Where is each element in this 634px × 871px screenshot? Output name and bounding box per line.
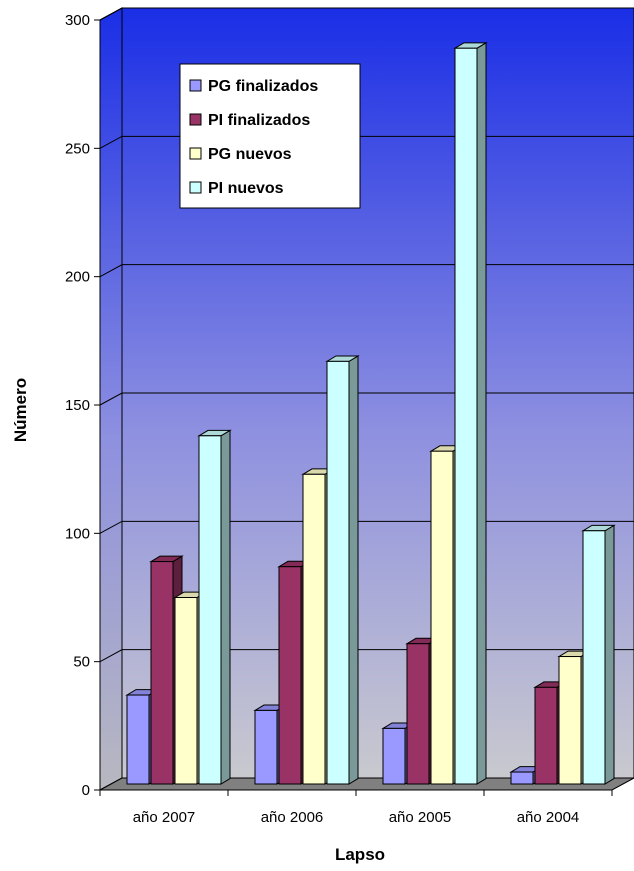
bar-front [302,473,326,785]
bar-front [534,686,558,785]
bar-side [348,355,359,785]
legend-swatch [189,79,202,92]
x-tick-label: año 2004 [517,809,580,826]
bar-side [220,429,231,785]
legend: PG finalizados PI finalizados PG nuevos PI … [179,63,361,209]
legend-label: PI finalizados [208,112,310,129]
y-tick-label: 50 [73,654,90,671]
bar-front [582,530,606,785]
y-tick-label: 200 [65,269,90,286]
bar-side [604,524,615,785]
x-tick-labels: año 2007 año 2006 año 2005 año 2004 [133,809,580,826]
bar-front [126,694,150,785]
bars [125,41,616,785]
bar [325,355,360,785]
legend-swatch [189,181,202,194]
legend-label: PI nuevos [208,180,284,197]
x-axis-title: Lapso [335,845,385,864]
bar-front [454,47,478,785]
y-tick-label: 150 [65,397,90,414]
bar-front [254,709,278,785]
y-tick-label: 100 [65,525,90,542]
bar-front [198,435,222,785]
y-tick-labels: 0 50 100 150 200 250 300 [65,12,90,799]
bar-front [430,450,454,785]
bar-side [476,41,487,785]
y-tick-label: 250 [65,140,90,157]
y-axis-title: Número [11,378,30,442]
bar-front [150,561,174,785]
bar-front [278,566,302,785]
legend-swatch [189,113,202,126]
legend-label: PG nuevos [208,146,292,163]
bar [581,524,616,785]
bar-front [326,360,350,785]
y-tick-label: 300 [65,12,90,29]
x-tick-label: año 2007 [133,809,196,826]
x-tick-label: año 2006 [261,809,324,826]
bar-front [510,771,534,785]
bar-front [558,656,582,785]
legend-swatch [189,147,202,160]
bar [453,41,488,785]
bar-front [382,727,406,785]
legend-box [179,63,361,209]
gridline [99,7,634,21]
legend-label: PG finalizados [208,78,318,95]
bar-front [174,597,198,785]
y-tick-label: 0 [82,782,90,799]
bar-front [406,643,430,785]
x-tick-label: año 2005 [389,809,452,826]
bar [197,429,232,785]
axes [94,19,613,796]
